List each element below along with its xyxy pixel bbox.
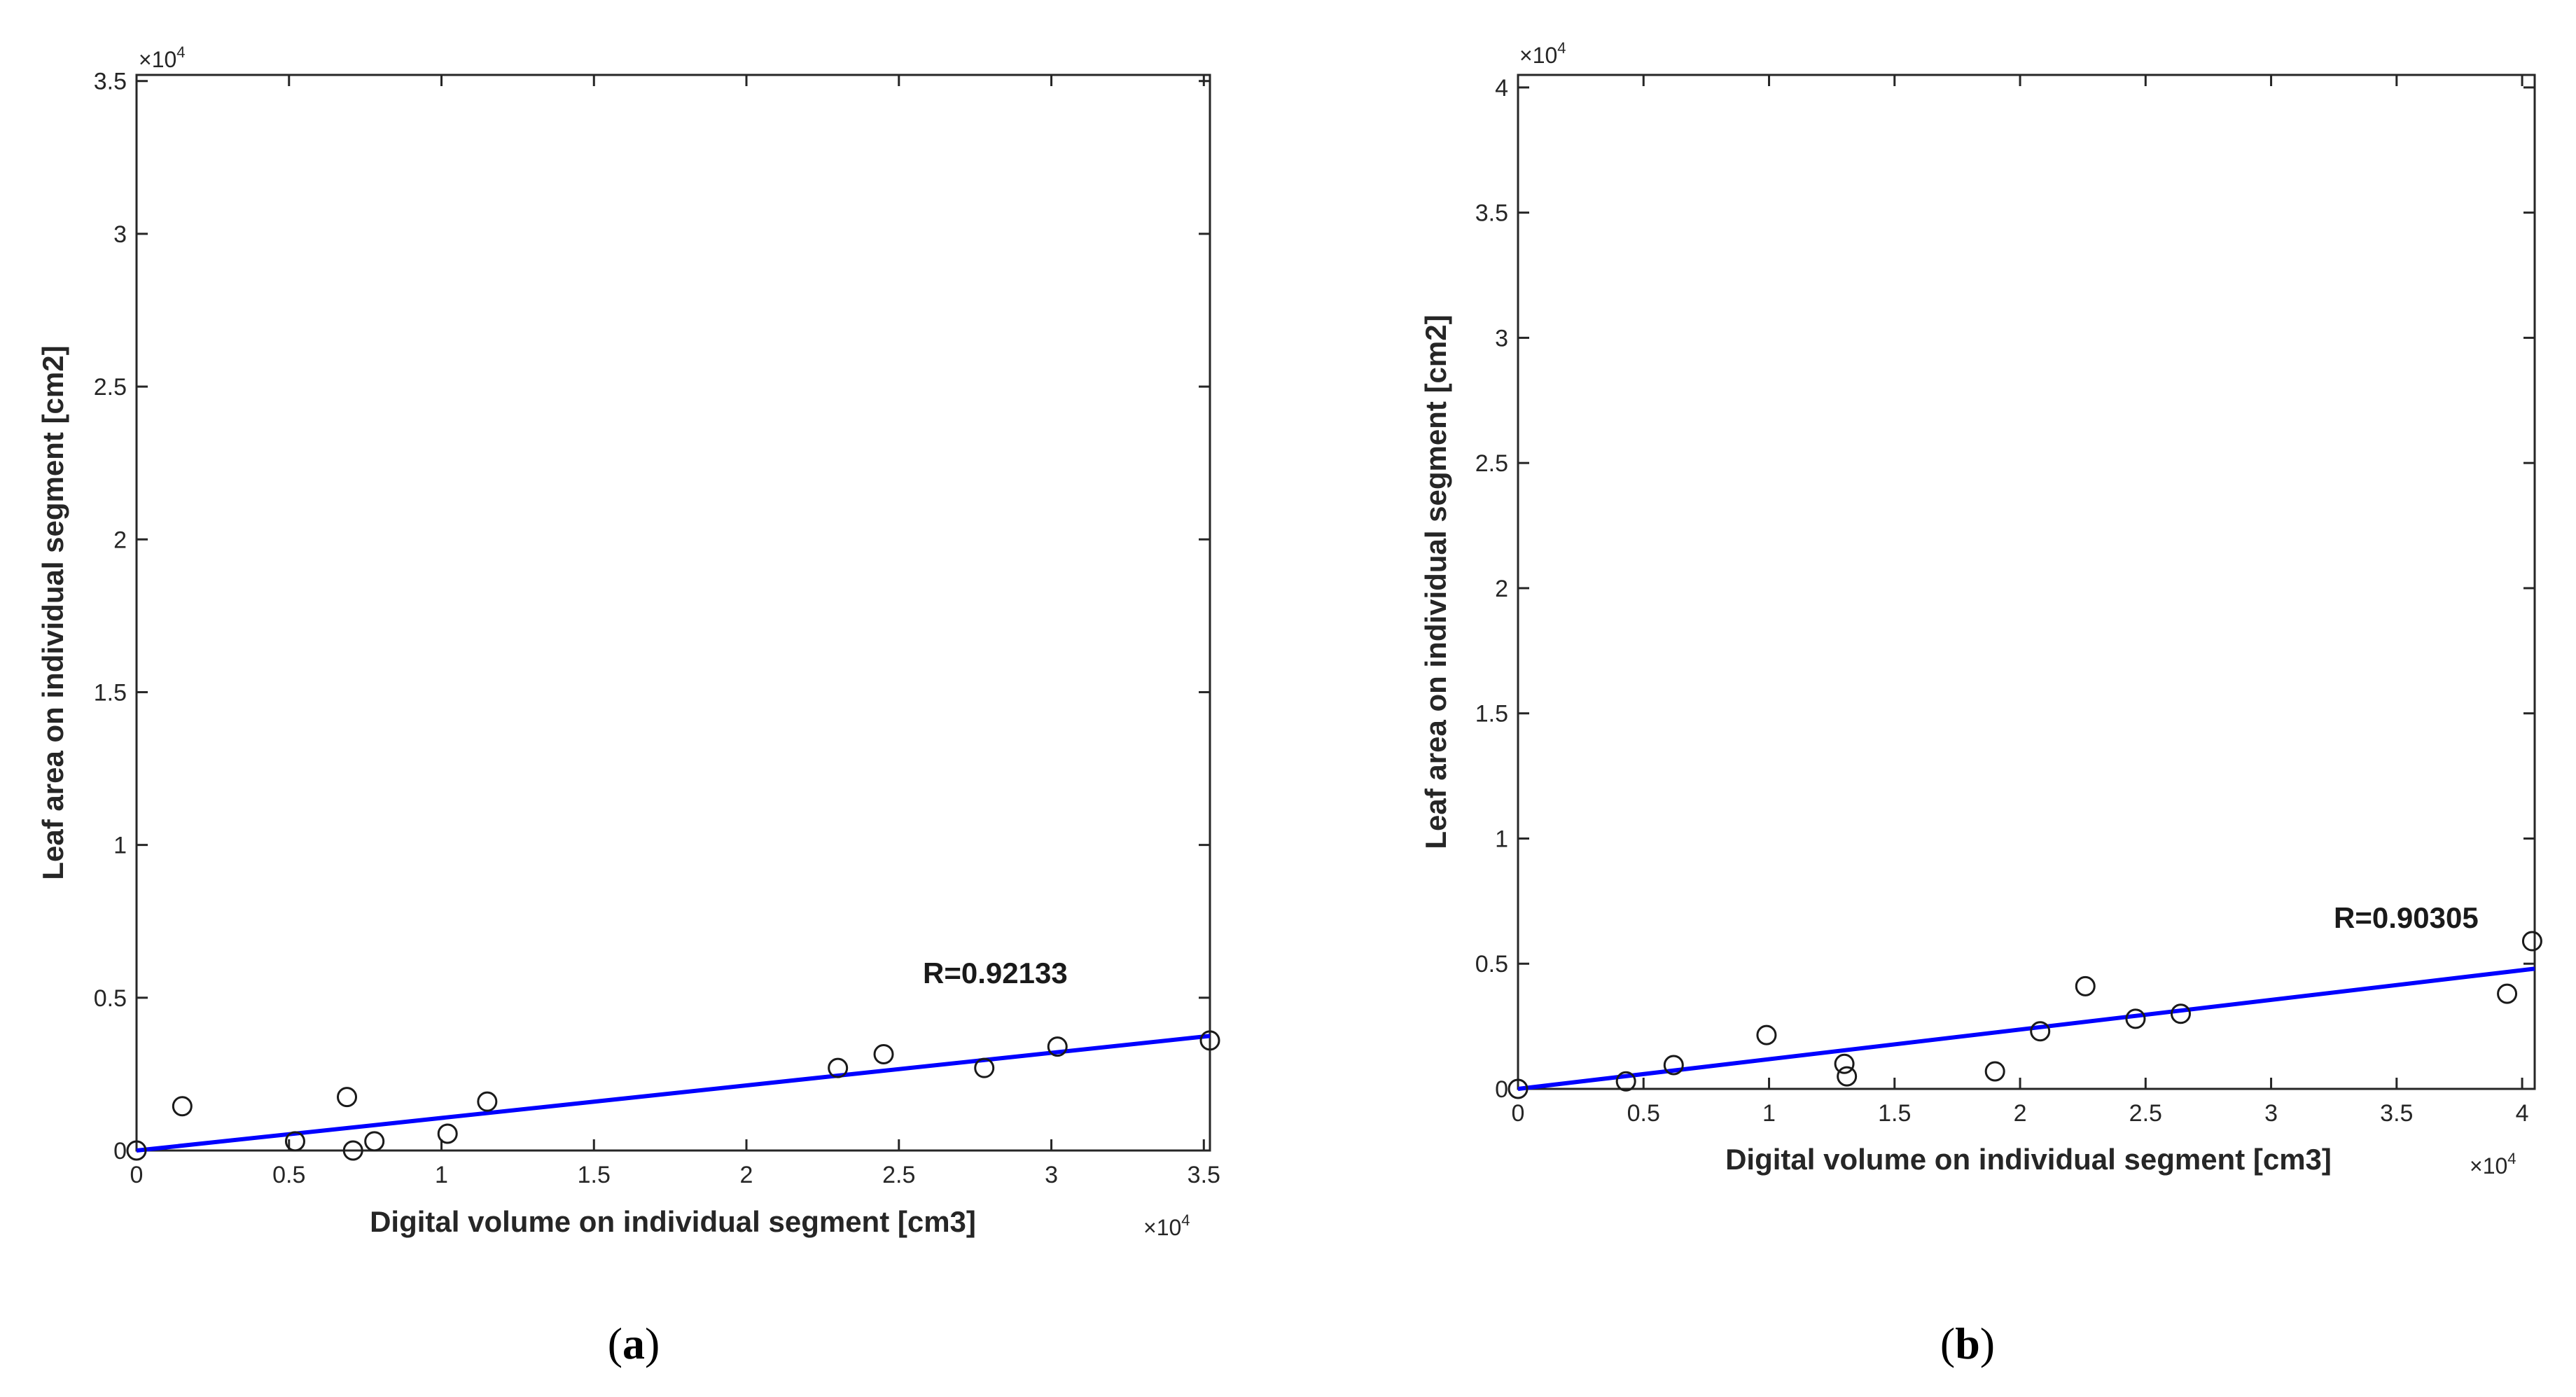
panel-b: 0 0.5 1 1.5 2 2.5 3 3.5 4 0 0.5 1 1.5 2 2.5 3 3.5 4 Digit… bbox=[1419, 39, 2542, 1179]
x-tick-label-a: 2.5 bbox=[882, 1162, 915, 1188]
x-tick-label-a: 3.5 bbox=[1188, 1162, 1220, 1188]
data-point-b bbox=[1834, 1053, 1855, 1074]
r-annotation-b: R=0.90305 bbox=[2334, 901, 2479, 934]
data-point-a bbox=[337, 1087, 358, 1108]
ticks-a: 0 0.5 1 1.5 2 2.5 3 3.5 0 0.5 1 1.5 2 2.5 3 3.5 bbox=[94, 69, 1220, 1188]
y-tick-label-a: 3.5 bbox=[94, 69, 127, 95]
y-axis-label-b: Leaf area on individual segment [cm2] bbox=[1419, 314, 1452, 849]
data-point-a bbox=[284, 1131, 305, 1152]
data-point-b bbox=[1508, 1078, 1529, 1099]
y-axis-label-a: Leaf area on individual segment [cm2] bbox=[36, 345, 69, 880]
plot-frame-a bbox=[135, 74, 1211, 1152]
x-axis-label-b: Digital volume on individual segment [cm… bbox=[1725, 1143, 2332, 1176]
y-tick-label-a: 0 bbox=[113, 1138, 127, 1165]
caption-b: (b) bbox=[1940, 1319, 1995, 1368]
x-tick-label-a: 2 bbox=[740, 1162, 753, 1188]
x-tick-label-b: 0 bbox=[1512, 1100, 1525, 1127]
data-point-a bbox=[1047, 1036, 1068, 1057]
r-annotation-a: R=0.92133 bbox=[923, 957, 1068, 989]
data-point-a bbox=[828, 1057, 849, 1078]
panel-a: 0 0.5 1 1.5 2 2.5 3 3.5 0 0.5 1 1.5 2 2.5 3 3.5 Digital… bbox=[36, 43, 1220, 1240]
y-exponent-a: ×104 bbox=[139, 43, 186, 72]
x-tick-label-b: 4 bbox=[2516, 1100, 2529, 1127]
y-tick-label-a: 2.5 bbox=[94, 374, 127, 401]
x-tick-label-a: 1 bbox=[435, 1162, 448, 1188]
plot-frame-b bbox=[1517, 74, 2536, 1090]
data-point-a bbox=[873, 1044, 894, 1065]
data-point-b bbox=[2125, 1008, 2146, 1029]
x-tick-label-a: 0.5 bbox=[272, 1162, 305, 1188]
ticks-b: 0 0.5 1 1.5 2 2.5 3 3.5 4 0 0.5 1 1.5 2 2.5 3 3.5 4 bbox=[1475, 75, 2535, 1127]
y-tick-label-a: 1.5 bbox=[94, 679, 127, 706]
x-exponent-b: ×104 bbox=[2470, 1150, 2516, 1179]
fit-line-a bbox=[136, 1034, 1211, 1153]
data-point-b bbox=[1984, 1061, 2005, 1082]
points-b bbox=[1508, 931, 2542, 1099]
y-tick-label-b: 3.5 bbox=[1475, 200, 1508, 227]
y-tick-label-a: 3 bbox=[113, 221, 127, 248]
y-tick-label-b: 2.5 bbox=[1475, 450, 1508, 477]
data-point-a bbox=[974, 1057, 995, 1078]
x-tick-label-b: 3 bbox=[2264, 1100, 2278, 1127]
y-tick-label-b: 1.5 bbox=[1475, 701, 1508, 728]
x-exponent-a: ×104 bbox=[1143, 1211, 1190, 1240]
y-tick-label-b: 3 bbox=[1495, 325, 1508, 352]
data-point-b bbox=[1837, 1066, 1858, 1087]
x-tick-label-a: 1.5 bbox=[578, 1162, 611, 1188]
data-point-b bbox=[2030, 1021, 2051, 1042]
x-tick-label-b: 1.5 bbox=[1878, 1100, 1911, 1127]
data-point-a bbox=[364, 1131, 385, 1152]
data-point-a bbox=[1199, 1030, 1220, 1051]
caption-a: (a) bbox=[608, 1319, 660, 1368]
x-tick-label-b: 1 bbox=[1762, 1100, 1776, 1127]
x-tick-label-a: 3 bbox=[1045, 1162, 1058, 1188]
points-a bbox=[126, 1030, 1220, 1161]
data-point-b bbox=[1615, 1071, 1636, 1092]
x-tick-label-b: 0.5 bbox=[1627, 1100, 1660, 1127]
data-point-b bbox=[2521, 931, 2542, 952]
data-point-a bbox=[172, 1096, 193, 1117]
y-tick-label-b: 0.5 bbox=[1475, 951, 1508, 978]
x-tick-label-b: 2 bbox=[2014, 1100, 2027, 1127]
data-point-a bbox=[437, 1123, 458, 1144]
data-point-b bbox=[2075, 975, 2096, 996]
data-point-a bbox=[477, 1091, 498, 1112]
x-tick-label-b: 2.5 bbox=[2129, 1100, 2162, 1127]
y-tick-label-b: 2 bbox=[1495, 576, 1508, 602]
fit-line-b bbox=[1517, 966, 2535, 1091]
data-point-a bbox=[342, 1140, 363, 1161]
y-tick-label-b: 0 bbox=[1495, 1076, 1508, 1103]
data-point-b bbox=[2497, 983, 2518, 1004]
data-point-b bbox=[1663, 1055, 1684, 1076]
y-tick-label-b: 1 bbox=[1495, 826, 1508, 852]
y-tick-label-a: 0.5 bbox=[94, 985, 127, 1012]
x-axis-label-a: Digital volume on individual segment [cm… bbox=[370, 1205, 976, 1238]
data-point-b bbox=[1756, 1024, 1777, 1045]
x-tick-label-b: 3.5 bbox=[2380, 1100, 2413, 1127]
y-exponent-b: ×104 bbox=[1519, 39, 1566, 68]
data-point-a bbox=[126, 1140, 147, 1161]
data-point-b bbox=[2170, 1003, 2191, 1024]
y-tick-label-a: 1 bbox=[113, 833, 127, 859]
y-tick-label-a: 2 bbox=[113, 527, 127, 553]
x-tick-label-a: 0 bbox=[130, 1162, 144, 1188]
y-tick-label-b: 4 bbox=[1495, 75, 1508, 102]
